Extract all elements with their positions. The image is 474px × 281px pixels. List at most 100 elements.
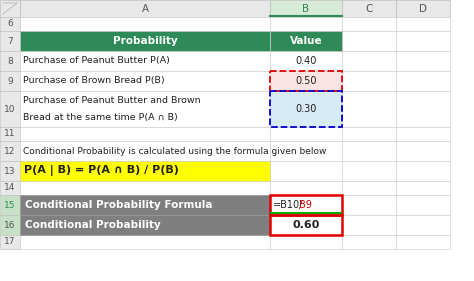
Bar [20, 215, 270, 235]
Text: Conditional Probability: Conditional Probability [25, 220, 161, 230]
Bar [270, 91, 342, 127]
Bar [342, 235, 396, 249]
Bar [270, 71, 342, 91]
Bar [342, 215, 396, 235]
Bar [0, 0, 20, 17]
Text: 15: 15 [4, 201, 16, 210]
Bar [20, 161, 270, 181]
Text: B9: B9 [299, 200, 312, 210]
Bar [20, 195, 270, 215]
Bar [0, 141, 20, 161]
Text: Bread at the same time P(A ∩ B): Bread at the same time P(A ∩ B) [23, 113, 178, 122]
Bar [270, 0, 342, 17]
Text: A: A [141, 3, 148, 13]
Text: Probability: Probability [113, 36, 177, 46]
Bar [20, 215, 270, 235]
Bar [396, 235, 450, 249]
Bar [396, 17, 450, 31]
Bar [342, 51, 396, 71]
Bar [0, 195, 20, 215]
Text: Purchase of Peanut Butter and Brown: Purchase of Peanut Butter and Brown [23, 96, 201, 105]
Bar [0, 91, 20, 127]
Bar [396, 127, 450, 141]
Text: 11: 11 [4, 130, 16, 139]
Bar [342, 195, 396, 215]
Text: 7: 7 [7, 37, 13, 46]
Bar [342, 31, 396, 51]
Bar [396, 71, 450, 91]
Bar [396, 51, 450, 71]
Bar [342, 17, 396, 31]
Bar [20, 195, 270, 215]
Bar [270, 31, 342, 51]
Bar [270, 51, 342, 71]
Bar [342, 91, 396, 127]
Text: Conditional Probability Formula: Conditional Probability Formula [25, 200, 212, 210]
Bar [0, 17, 20, 31]
Bar [20, 127, 270, 141]
Bar [270, 31, 342, 51]
Text: 6: 6 [7, 19, 13, 28]
Text: Purchase of Peanut Butter P(A): Purchase of Peanut Butter P(A) [23, 56, 170, 65]
Text: =B10/: =B10/ [273, 200, 303, 210]
Text: 9: 9 [7, 76, 13, 85]
Bar [342, 161, 396, 181]
Text: Purchase of Brown Bread P(B): Purchase of Brown Bread P(B) [23, 76, 164, 85]
Bar [270, 181, 342, 195]
Bar [270, 71, 342, 91]
Text: C: C [365, 3, 373, 13]
Bar [0, 161, 20, 181]
Bar [0, 71, 20, 91]
Bar [270, 215, 342, 235]
Bar [20, 71, 270, 91]
Bar [396, 161, 450, 181]
Bar [270, 141, 342, 161]
Bar [270, 127, 342, 141]
Text: 8: 8 [7, 56, 13, 65]
Bar [396, 91, 450, 127]
Bar [0, 51, 20, 71]
Bar [342, 141, 396, 161]
Text: B: B [302, 3, 310, 13]
Bar [396, 0, 450, 17]
Bar [20, 235, 270, 249]
Bar [20, 51, 270, 71]
Bar [270, 215, 342, 235]
Text: 0.30: 0.30 [295, 104, 317, 114]
Bar [20, 31, 270, 51]
Bar [396, 181, 450, 195]
Bar [342, 181, 396, 195]
Bar [270, 215, 342, 235]
Bar [0, 181, 20, 195]
Text: 13: 13 [4, 167, 16, 176]
Text: 0.50: 0.50 [295, 76, 317, 86]
Bar [270, 17, 342, 31]
Text: 0.40: 0.40 [295, 56, 317, 66]
Bar [396, 31, 450, 51]
Bar [396, 195, 450, 215]
Text: Value: Value [290, 36, 322, 46]
Bar [270, 195, 342, 215]
Text: P(A | B) = P(A ∩ B) / P(B): P(A | B) = P(A ∩ B) / P(B) [24, 166, 179, 176]
Bar [270, 195, 342, 215]
Bar [396, 141, 450, 161]
Text: 0.60: 0.60 [292, 220, 319, 230]
Text: 10: 10 [4, 105, 16, 114]
Text: 17: 17 [4, 237, 16, 246]
Bar [20, 181, 270, 195]
Bar [270, 91, 342, 127]
Bar [270, 91, 342, 127]
Bar [342, 71, 396, 91]
Bar [20, 17, 270, 31]
Bar [20, 161, 270, 181]
Bar [270, 161, 342, 181]
Bar [270, 195, 342, 215]
Bar [342, 0, 396, 17]
Bar [0, 127, 20, 141]
Bar [20, 31, 270, 51]
Bar [20, 0, 270, 17]
Bar [270, 235, 342, 249]
Bar [0, 215, 20, 235]
Text: Conditional Probability is calculated using the formula given below: Conditional Probability is calculated us… [23, 146, 327, 155]
Text: 16: 16 [4, 221, 16, 230]
